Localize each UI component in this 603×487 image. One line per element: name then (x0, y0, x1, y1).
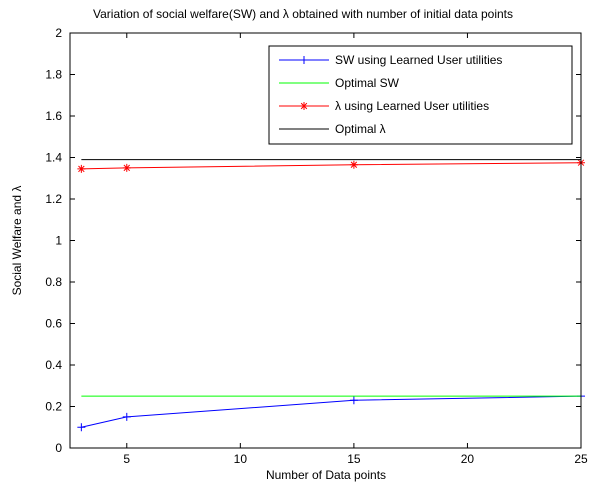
y-tick-label: 1.8 (45, 68, 62, 82)
series-3-point-1 (77, 164, 86, 173)
x-tick-label: 10 (234, 452, 248, 466)
y-tick-label: 0.2 (45, 400, 62, 414)
y-tick-label: 0.6 (45, 317, 62, 331)
legend-label-2: Optimal SW (335, 76, 400, 90)
x-tick-label: 5 (123, 452, 130, 466)
y-tick-label: 0.4 (45, 358, 62, 372)
chart-title: Variation of social welfare(SW) and λ ob… (93, 7, 513, 21)
legend-marker-3 (300, 102, 308, 110)
series-1-point-3 (349, 396, 358, 405)
series-layer (77, 158, 585, 432)
legend-marker-1 (300, 56, 308, 64)
y-tick-label: 1.2 (45, 192, 62, 206)
y-tick-label: 2 (55, 26, 62, 40)
x-axis-label: Number of Data points (266, 468, 386, 482)
x-tick-label: 20 (461, 452, 475, 466)
legend-box (268, 45, 573, 145)
y-axis-label: Social Welfare and λ (10, 186, 24, 296)
legend-label-1: SW using Learned User utilities (335, 53, 502, 67)
legend-label-3: λ using Learned User utilities (335, 99, 489, 113)
series-3-point-3 (349, 160, 358, 169)
axes-layer: 5 10 15 20 25 0 0.2 0.4 0.6 0.8 1 1.2 1.4 1.6 1.8 2 (45, 26, 588, 466)
y-tick-label: 0 (55, 441, 62, 455)
legend-label-4: Optimal λ (335, 122, 386, 136)
series-line-1 (81, 395, 582, 428)
y-tick-label: 1 (55, 234, 62, 248)
series-3-point-2 (122, 163, 131, 172)
y-tick-label: 1.6 (45, 109, 62, 123)
series-1-point-2 (122, 412, 131, 421)
y-tick-label: 1.4 (45, 151, 62, 165)
series-1-point-1 (77, 423, 86, 432)
legend: SW using Learned User utilities Optimal S… (268, 45, 573, 145)
y-tick-label: 0.8 (45, 275, 62, 289)
x-tick-label: 25 (574, 452, 588, 466)
series-line-3 (81, 162, 582, 170)
x-tick-label: 15 (347, 452, 361, 466)
